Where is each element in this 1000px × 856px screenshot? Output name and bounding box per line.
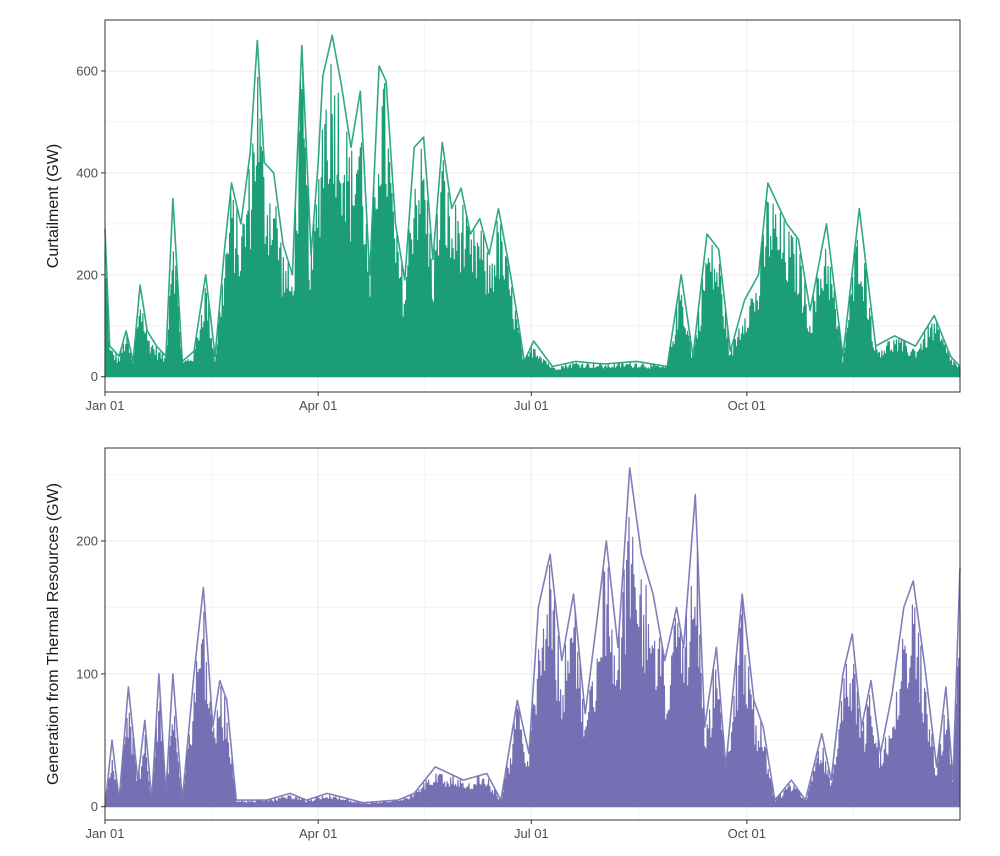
x-tick-label-bottom: Jan 01: [85, 826, 124, 841]
y-axis-ticks-bottom: 0 100 200: [76, 534, 105, 814]
x-tick-label-bottom: Oct 01: [728, 826, 766, 841]
series-peaks-bottom: [104, 467, 961, 807]
x-tick-label-top: Jul 01: [514, 398, 549, 413]
series-area-bottom: [104, 516, 961, 808]
y-axis-ticks-top: 0 200 400 600: [76, 63, 105, 384]
x-axis-ticks-top: Jan 01 Apr 01 Jul 01 Oct 01: [85, 392, 766, 413]
panel-border-top: [104, 19, 961, 393]
x-tick-label-top: Apr 01: [299, 398, 337, 413]
y-tick-label-bottom: 200: [76, 534, 98, 549]
x-tick-label-top: Jan 01: [85, 398, 124, 413]
x-tick-label-bottom: Jul 01: [514, 826, 549, 841]
y-axis-title-bottom: Generation from Thermal Resources (GW): [45, 483, 62, 785]
y-axis-title-top: Curtailment (GW): [45, 144, 62, 268]
y-tick-label-top: 400: [76, 165, 98, 180]
x-tick-label-top: Oct 01: [728, 398, 766, 413]
y-tick-label-top: 0: [91, 369, 98, 384]
chart-bottom: 0 100 200 Jan 01 Apr 01 Jul 01 Oct 01 Generat…: [45, 447, 961, 841]
panel-border-bottom: [104, 447, 961, 821]
y-tick-label-top: 200: [76, 267, 98, 282]
y-tick-label-top: 600: [76, 63, 98, 78]
x-axis-ticks-bottom: Jan 01 Apr 01 Jul 01 Oct 01: [85, 820, 766, 841]
y-tick-label-bottom: 0: [91, 799, 98, 814]
chart-top: 0 200 400 600 Jan 01 Apr 01 Jul 01 Oct 01 Curt…: [45, 19, 961, 413]
x-tick-label-bottom: Apr 01: [299, 826, 337, 841]
series-marks-bottom: [104, 467, 961, 808]
series-marks-top: [104, 34, 961, 378]
series-area-top: [104, 63, 961, 378]
series-peaks-top: [104, 34, 961, 368]
y-tick-label-bottom: 100: [76, 666, 98, 681]
